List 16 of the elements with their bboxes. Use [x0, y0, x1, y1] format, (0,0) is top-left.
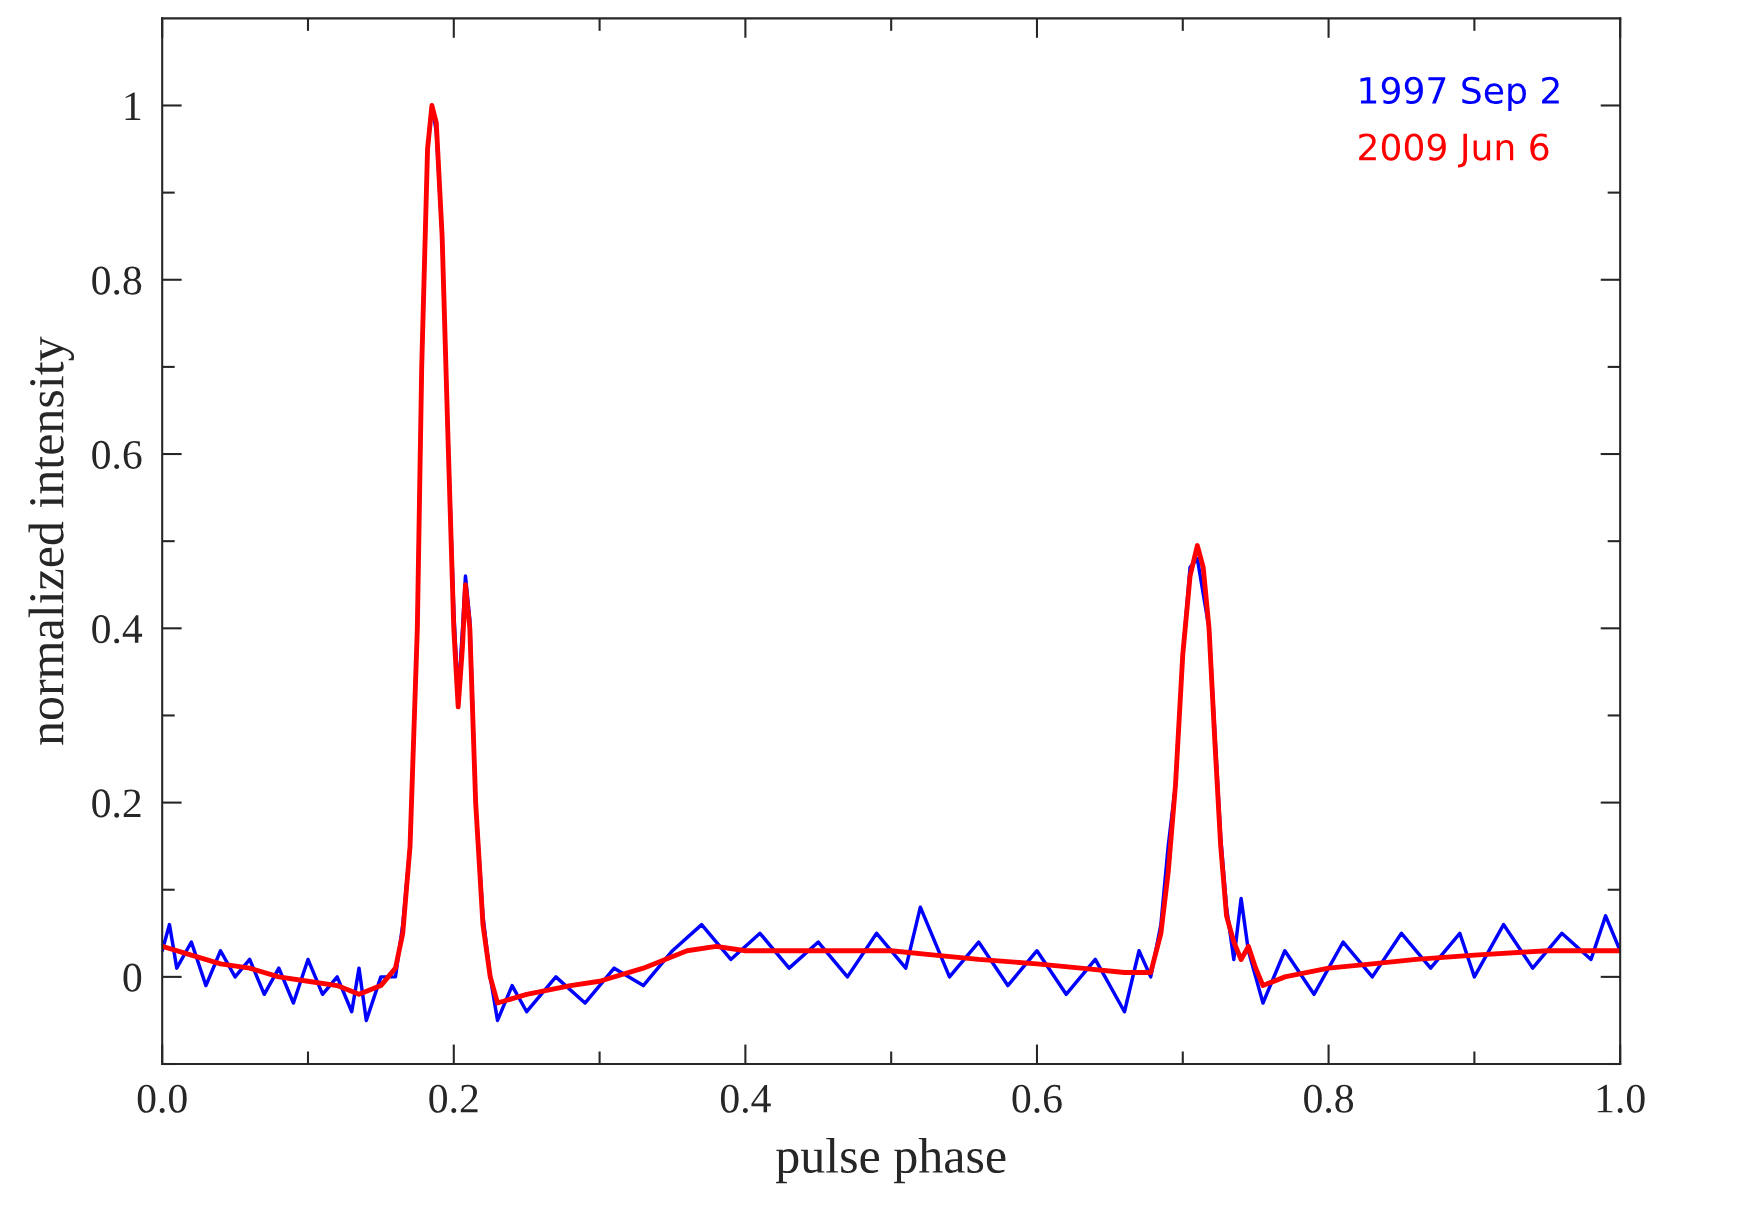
y-tick-label: 0 — [123, 963, 142, 992]
y-tick-label: 1 — [125, 92, 141, 120]
text: 1997 Sep 2 — [1360, 76, 1559, 112]
y-tick-label: 0.2 — [92, 789, 141, 818]
x-tick-label: 0.8 — [1304, 1084, 1354, 1113]
text: 2009 Jun 6 — [1359, 133, 1549, 168]
x-tick-label: 1.0 — [1597, 1084, 1645, 1113]
y-tick-label: 0.8 — [92, 266, 142, 295]
y-tick-label: 0.6 — [92, 440, 142, 470]
y-tick-label: 0.4 — [92, 615, 143, 644]
x-axis-title: pulse phase — [776, 1137, 1006, 1184]
x-tick-label: 0.4 — [720, 1084, 771, 1113]
x-tick-label: 0.2 — [429, 1084, 478, 1113]
y-axis-title: normalized intensity — [28, 336, 74, 745]
x-tick-label: 0.0 — [137, 1084, 187, 1113]
x-tick-label: 0.6 — [1012, 1084, 1062, 1113]
